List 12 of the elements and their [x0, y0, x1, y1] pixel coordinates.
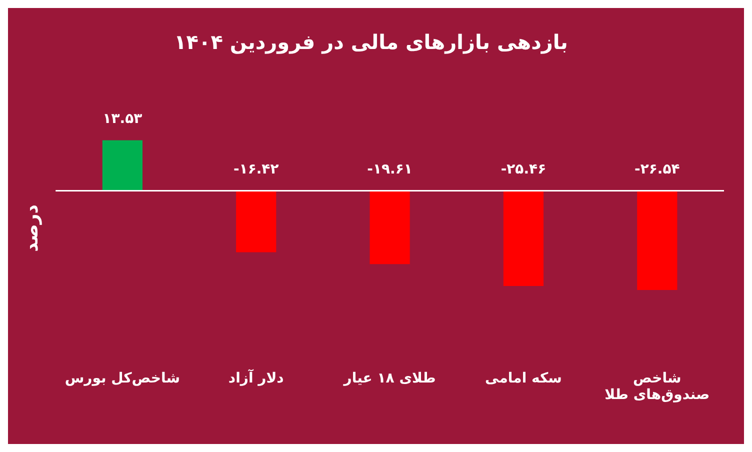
y-axis-title: درصد	[21, 204, 42, 252]
x-tick-label: طلای ۱۸ عیار	[342, 370, 436, 386]
data-label: -۲۵.۴۶	[500, 161, 546, 178]
x-tick-label: دلار آزاد	[228, 368, 284, 386]
data-label: -۱۶.۴۲	[233, 161, 280, 178]
chart-title: بازدهی بازارهای مالی در فروردین ۱۴۰۴	[174, 30, 568, 54]
data-label: ۱۳.۵۳	[102, 110, 143, 127]
x-tick-label: شاخص صندوق‌های طلا	[604, 370, 710, 404]
x-tick-label: سکه امامی	[485, 370, 562, 386]
data-label: -۱۹.۶۱	[367, 161, 412, 178]
data-label: -۲۶.۵۴	[634, 161, 680, 178]
x-tick-label: شاخص‌کل بورس	[64, 370, 180, 386]
